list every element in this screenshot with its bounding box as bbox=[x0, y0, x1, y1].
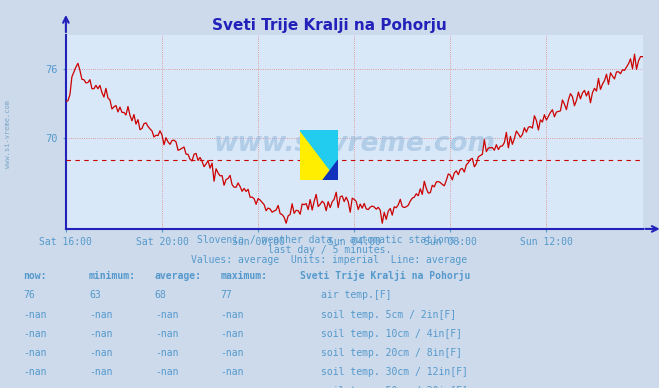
Text: -nan: -nan bbox=[221, 348, 244, 358]
Text: -nan: -nan bbox=[221, 310, 244, 320]
Text: -nan: -nan bbox=[221, 386, 244, 388]
Text: www.si-vreme.com: www.si-vreme.com bbox=[5, 100, 11, 168]
Text: 77: 77 bbox=[221, 291, 233, 300]
Text: last day / 5 minutes.: last day / 5 minutes. bbox=[268, 245, 391, 255]
Text: Sveti Trije Kralji na Pohorju: Sveti Trije Kralji na Pohorju bbox=[212, 18, 447, 33]
Text: Sveti Trije Kralji na Pohorju: Sveti Trije Kralji na Pohorju bbox=[300, 270, 471, 281]
Text: -nan: -nan bbox=[89, 329, 113, 339]
Text: Slovenia / weather data - automatic stations.: Slovenia / weather data - automatic stat… bbox=[197, 234, 462, 244]
Text: soil temp. 50cm / 20in[F]: soil temp. 50cm / 20in[F] bbox=[321, 386, 468, 388]
Polygon shape bbox=[300, 130, 338, 180]
Text: -nan: -nan bbox=[221, 367, 244, 377]
Text: -nan: -nan bbox=[89, 367, 113, 377]
Text: soil temp. 10cm / 4in[F]: soil temp. 10cm / 4in[F] bbox=[321, 329, 462, 339]
Text: -nan: -nan bbox=[89, 310, 113, 320]
Text: -nan: -nan bbox=[23, 348, 47, 358]
Text: now:: now: bbox=[23, 271, 47, 281]
Text: -nan: -nan bbox=[155, 367, 179, 377]
Polygon shape bbox=[323, 160, 338, 180]
Text: -nan: -nan bbox=[155, 329, 179, 339]
Text: soil temp. 20cm / 8in[F]: soil temp. 20cm / 8in[F] bbox=[321, 348, 462, 358]
Text: -nan: -nan bbox=[89, 386, 113, 388]
Text: Values: average  Units: imperial  Line: average: Values: average Units: imperial Line: av… bbox=[191, 255, 468, 265]
Text: average:: average: bbox=[155, 271, 202, 281]
Text: minimum:: minimum: bbox=[89, 271, 136, 281]
Text: -nan: -nan bbox=[89, 348, 113, 358]
Text: 63: 63 bbox=[89, 291, 101, 300]
Text: -nan: -nan bbox=[23, 386, 47, 388]
Text: -nan: -nan bbox=[23, 329, 47, 339]
Text: 76: 76 bbox=[23, 291, 35, 300]
Text: soil temp. 5cm / 2in[F]: soil temp. 5cm / 2in[F] bbox=[321, 310, 456, 320]
Text: -nan: -nan bbox=[155, 348, 179, 358]
Text: -nan: -nan bbox=[221, 329, 244, 339]
Text: -nan: -nan bbox=[155, 310, 179, 320]
Text: -nan: -nan bbox=[23, 310, 47, 320]
Text: -nan: -nan bbox=[23, 367, 47, 377]
Text: -nan: -nan bbox=[155, 386, 179, 388]
Text: air temp.[F]: air temp.[F] bbox=[321, 291, 391, 300]
Text: www.si-vreme.com: www.si-vreme.com bbox=[214, 130, 495, 157]
Text: soil temp. 30cm / 12in[F]: soil temp. 30cm / 12in[F] bbox=[321, 367, 468, 377]
Text: 68: 68 bbox=[155, 291, 167, 300]
Text: maximum:: maximum: bbox=[221, 271, 268, 281]
